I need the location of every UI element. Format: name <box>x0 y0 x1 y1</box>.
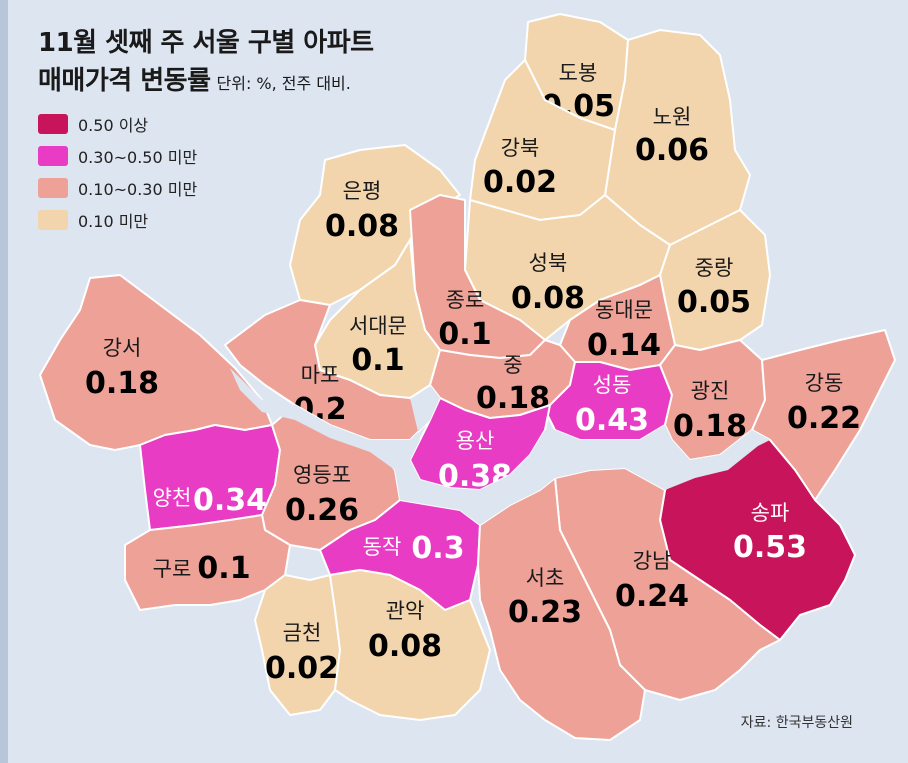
district-name: 강서 <box>103 336 142 360</box>
district-name: 중 <box>503 353 522 377</box>
district-jongno[interactable]: 종로 0.1 <box>409 194 546 359</box>
district-value: 0.22 <box>787 401 861 436</box>
district-name: 동작 <box>363 535 402 559</box>
district-value: 0.08 <box>325 209 399 244</box>
district-value: 0.24 <box>615 579 689 614</box>
legend-label: 0.50 이상 <box>78 116 149 135</box>
legend-swatch <box>38 146 68 166</box>
district-name: 용산 <box>456 429 495 453</box>
subtitle-text: 매매가격 변동률 <box>38 66 211 96</box>
district-value: 0.34 <box>193 483 267 518</box>
district-name: 서초 <box>526 566 565 590</box>
district-seocho[interactable]: 서초 0.23 <box>477 477 646 741</box>
unit-note: 단위: %, 전주 대비. <box>216 74 351 93</box>
district-name: 도봉 <box>559 61 598 85</box>
district-jungnang[interactable]: 중랑 0.05 <box>659 209 771 351</box>
district-yangcheon[interactable]: 양천 0.34 <box>139 424 281 531</box>
district-name: 송파 <box>751 501 790 525</box>
district-name: 양천 <box>153 486 192 510</box>
district-value: 0.02 <box>483 165 557 200</box>
district-value: 0.05 <box>677 285 751 320</box>
map-title: 11월 셋째 주 서울 구별 아파트 <box>38 28 374 58</box>
district-value: 0.06 <box>635 133 709 168</box>
district-guro[interactable]: 구로 0.1 <box>124 514 291 611</box>
district-value: 0.18 <box>85 366 159 401</box>
district-name: 서대문 <box>349 314 407 338</box>
district-name: 노원 <box>653 105 692 129</box>
district-value: 0.08 <box>368 629 442 664</box>
district-name: 광진 <box>691 379 730 403</box>
legend-item: 0.10~0.30 미만 <box>38 176 197 200</box>
district-seongdong[interactable]: 성동 0.43 <box>544 361 673 441</box>
district-value: 0.1 <box>438 317 491 352</box>
district-geumcheon[interactable]: 금천 0.02 <box>254 574 341 716</box>
district-dongdaemun[interactable]: 동대문 0.14 <box>559 274 676 371</box>
district-name: 관악 <box>386 599 425 623</box>
district-eunpyeong[interactable]: 은평 0.08 <box>289 144 461 306</box>
legend-label: 0.10~0.30 미만 <box>78 180 198 199</box>
district-name: 구로 <box>153 557 192 581</box>
legend-swatch <box>38 114 68 134</box>
district-name: 성동 <box>593 373 632 397</box>
legend-label: 0.30~0.50 미만 <box>78 148 198 167</box>
legend-item: 0.10 미만 <box>38 208 148 232</box>
district-value: 0.02 <box>265 651 339 686</box>
district-value: 0.18 <box>673 409 747 444</box>
district-value: 0.14 <box>587 328 661 363</box>
district-value: 0.23 <box>508 595 582 630</box>
district-value: 0.1 <box>351 343 404 378</box>
district-gangseo[interactable]: 강서 0.18 <box>39 274 273 451</box>
district-gwangjin[interactable]: 광진 0.18 <box>659 339 766 461</box>
district-value: 0.08 <box>511 281 585 316</box>
district-gangdong[interactable]: 강동 0.22 <box>751 329 896 501</box>
district-name: 강동 <box>805 371 844 395</box>
district-value: 0.1 <box>197 551 250 586</box>
district-name: 성북 <box>529 251 568 275</box>
source-credit: 자료: 한국부동산원 <box>740 715 853 731</box>
legend-swatch <box>38 178 68 198</box>
district-value: 0.43 <box>575 403 649 438</box>
district-name: 마포 <box>301 363 340 387</box>
district-value: 0.26 <box>285 493 359 528</box>
district-name: 강북 <box>501 136 540 160</box>
map-subtitle: 매매가격 변동률 단위: %, 전주 대비. <box>38 60 351 97</box>
district-name: 동대문 <box>595 298 653 322</box>
district-name: 종로 <box>446 288 485 312</box>
district-value: 0.53 <box>733 530 807 565</box>
district-gwanak[interactable]: 관악 0.08 <box>329 569 491 721</box>
district-value: 0.3 <box>411 531 464 566</box>
district-dobong[interactable]: 도봉 0.05 <box>524 13 629 131</box>
legend-swatch <box>38 210 68 230</box>
han-river <box>230 368 770 525</box>
left-edge-bar <box>0 0 8 763</box>
legend-item: 0.30~0.50 미만 <box>38 144 197 168</box>
district-name: 금천 <box>283 621 322 645</box>
legend-item: 0.50 이상 <box>38 112 148 136</box>
district-name: 영등포 <box>293 463 351 487</box>
district-name: 강남 <box>633 549 672 573</box>
district-name: 중랑 <box>695 256 734 280</box>
district-name: 은평 <box>343 179 382 203</box>
district-gangbuk[interactable]: 강북 0.02 <box>469 59 616 221</box>
legend-label: 0.10 미만 <box>78 212 149 231</box>
